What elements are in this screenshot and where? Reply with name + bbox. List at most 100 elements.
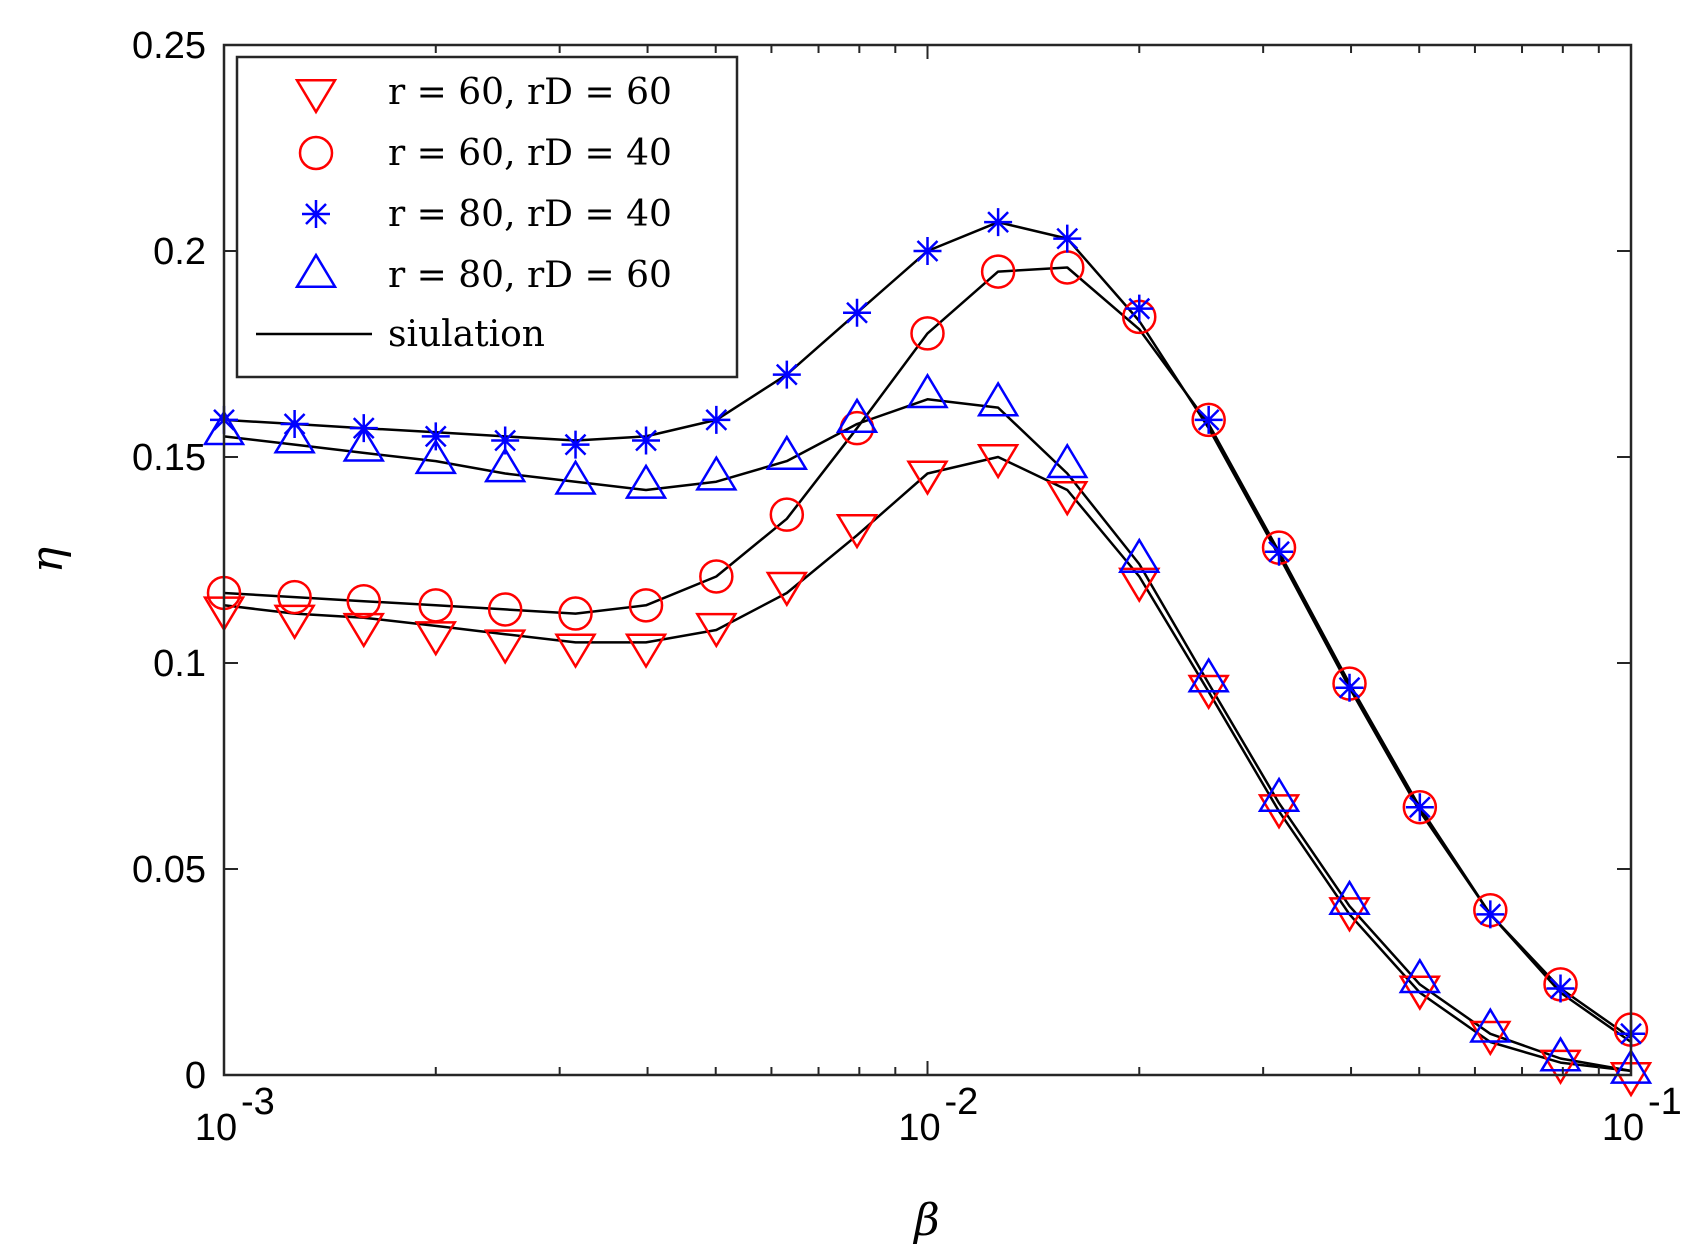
data-point — [561, 430, 590, 459]
legend-marker — [298, 135, 334, 171]
y-axis-label: η — [22, 547, 73, 573]
y-tick-label: 0 — [185, 1055, 206, 1097]
data-point — [910, 316, 945, 351]
x-tick-label-exponent: -1 — [1648, 1081, 1682, 1123]
legend-marker — [294, 252, 338, 289]
data-point — [1469, 1007, 1512, 1043]
data-point — [1398, 957, 1442, 994]
x-tick-label: 10-3 — [195, 1081, 275, 1149]
data-point — [1053, 224, 1082, 253]
legend-item: r = 60, rD = 60 — [294, 72, 672, 115]
data-point — [624, 633, 668, 669]
data-point — [1118, 537, 1161, 574]
x-tick-label-base: 10 — [898, 1107, 940, 1149]
data-point — [1476, 900, 1505, 929]
simulation-line — [223, 398, 1632, 1073]
legend-label: r = 80, rD = 40 — [388, 194, 672, 235]
data-point — [483, 629, 527, 665]
x-tick-label: 10-2 — [898, 1081, 978, 1149]
data-point — [1125, 294, 1154, 323]
y-tick-label: 0.05 — [132, 849, 206, 891]
data-point — [1405, 793, 1434, 822]
x-tick-label-base: 10 — [195, 1107, 237, 1149]
legend-marker — [294, 78, 338, 115]
x-tick-label-base: 10 — [1602, 1107, 1644, 1149]
legend-item: r = 80, rD = 40 — [302, 194, 672, 235]
legend-label: siulation — [388, 314, 545, 355]
legend-marker — [302, 200, 330, 228]
data-point — [1328, 879, 1371, 915]
data-point — [906, 460, 949, 496]
data-point — [554, 633, 597, 669]
data-point — [628, 588, 664, 623]
data-point — [632, 426, 661, 455]
data-point — [695, 455, 738, 491]
data-point — [1402, 789, 1438, 825]
data-point — [342, 426, 385, 462]
data-point — [491, 426, 520, 455]
data-point — [1046, 442, 1089, 479]
axis-ticks — [223, 44, 1632, 1076]
x-tick-label: 10-1 — [1602, 1081, 1682, 1149]
simulation-line — [223, 455, 1632, 1073]
data-point — [702, 405, 731, 434]
data-point — [835, 514, 879, 550]
data-point — [273, 418, 316, 454]
data-point — [765, 434, 809, 471]
data-point — [1335, 673, 1364, 702]
data-point — [273, 604, 316, 641]
data-point — [1191, 402, 1226, 438]
data-point — [1539, 1049, 1582, 1086]
data-point — [695, 612, 738, 649]
data-point — [772, 360, 801, 389]
data-point — [1194, 405, 1223, 434]
y-tick-labels: 0 0.05 0.1 0.15 0.2 0.25 — [132, 25, 206, 1097]
legend: r = 60, rD = 60 r = 60, rD = 40 r = 80, rD… — [235, 55, 739, 379]
data-point — [421, 422, 450, 451]
data-point — [1265, 537, 1294, 566]
legend-label: r = 80, rD = 60 — [388, 255, 672, 296]
simulation-line — [223, 266, 1632, 1039]
data-point — [765, 571, 809, 608]
data-point — [1257, 776, 1301, 812]
data-point — [1546, 974, 1575, 1003]
x-tick-label-exponent: -2 — [945, 1081, 979, 1123]
data-point — [280, 410, 309, 439]
data-point — [1539, 1036, 1582, 1072]
data-point — [558, 596, 593, 631]
data-point — [1609, 1048, 1653, 1084]
data-point — [976, 381, 1020, 417]
data-point — [976, 443, 1020, 480]
data-point — [1046, 481, 1089, 517]
data-point — [414, 438, 457, 475]
data-point — [1187, 657, 1230, 693]
data-point — [906, 372, 949, 409]
x-axis-label: β — [912, 1195, 939, 1246]
legend-item: r = 80, rD = 60 — [294, 252, 672, 296]
y-tick-label: 0.1 — [153, 643, 206, 685]
data-point — [483, 446, 527, 483]
data-point — [346, 583, 382, 619]
data-point — [1118, 567, 1161, 603]
x-tick-label-exponent: -3 — [241, 1081, 275, 1123]
data-point — [418, 588, 454, 623]
y-tick-label: 0.15 — [132, 437, 206, 479]
data-point — [699, 559, 734, 594]
data-point — [277, 579, 312, 615]
data-point — [843, 298, 872, 327]
legend-label: r = 60, rD = 40 — [388, 133, 672, 174]
x-tick-labels: 10-310-210-1 — [195, 1081, 1682, 1149]
legend-item-simulation: siulation — [256, 314, 545, 355]
data-point — [984, 208, 1013, 237]
y-tick-label: 0.25 — [132, 25, 206, 67]
legend-item: r = 60, rD = 40 — [298, 133, 672, 174]
y-tick-label: 0.2 — [153, 231, 206, 273]
data-point — [1469, 1020, 1512, 1057]
data-point — [624, 463, 668, 499]
data-point — [980, 254, 1016, 289]
data-point — [913, 237, 942, 265]
data-point — [487, 592, 523, 627]
data-markers — [202, 208, 1653, 1098]
data-point — [342, 612, 385, 649]
